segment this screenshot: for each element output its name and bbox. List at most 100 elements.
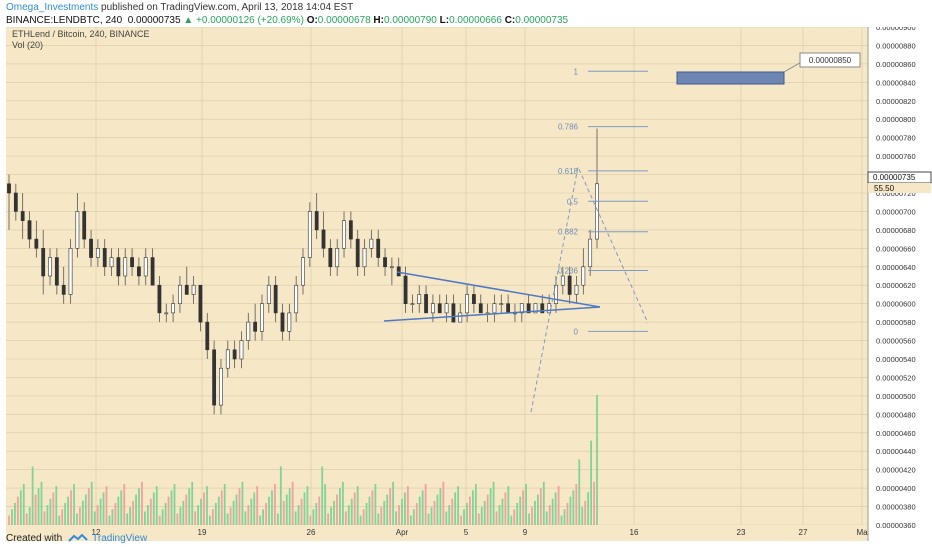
y-tick-label: 0.00000680 [876, 226, 916, 235]
volume-bar [149, 498, 152, 525]
candle-body [431, 303, 435, 314]
volume-bar [76, 513, 78, 525]
volume-bar [590, 440, 592, 525]
volume-bar [141, 481, 143, 525]
volume-bar [194, 511, 197, 525]
candle-body [266, 284, 271, 304]
volume-bar [442, 481, 445, 525]
triangle-upper-line[interactable] [396, 271, 601, 308]
y-tick-label: 0.00000540 [876, 355, 916, 364]
candle-body [307, 211, 312, 258]
volume-bar [460, 515, 462, 525]
target-rectangle[interactable] [676, 71, 785, 85]
volume-bar [52, 492, 55, 525]
y-tick-label: 0.00000840 [876, 78, 916, 87]
volume-bar [486, 494, 489, 525]
volume-bar [84, 494, 87, 525]
y-tick-label: 0.00000620 [876, 281, 916, 290]
volume-bar [8, 515, 10, 525]
y-tick-label: 0.00000440 [876, 447, 916, 456]
triangle-lower-line[interactable] [383, 306, 601, 322]
y-tick-label: 0.00000600 [876, 300, 916, 309]
volume-bar [548, 505, 551, 525]
candle-body [362, 248, 367, 268]
volume-bar [303, 492, 306, 525]
y-tick-label: 0.00000720 [876, 189, 916, 198]
volume-bar [324, 484, 327, 525]
author-link[interactable]: Omega_Investments [6, 2, 99, 13]
candle-body [287, 312, 292, 332]
volume-bar [132, 500, 135, 525]
candle-body [219, 367, 223, 406]
candle-body [417, 294, 422, 304]
volume-bar [268, 496, 270, 525]
x-tick-label: 27 [799, 528, 808, 537]
volume-bar [285, 494, 288, 525]
volume-bar [395, 511, 397, 525]
candle-body [232, 349, 237, 360]
publish-info: published on TradingView.com, April 13, … [98, 2, 354, 13]
volume-bar [11, 509, 13, 525]
volume-bar [421, 490, 424, 525]
rect-callout-box [799, 52, 861, 68]
volume-bar [344, 511, 347, 525]
volume-bar [368, 496, 371, 525]
candle-body [472, 294, 476, 304]
grid [6, 27, 868, 526]
volume-bar [164, 502, 167, 525]
volume-bar [220, 490, 223, 525]
volume-bar [401, 498, 403, 525]
volume-bar [67, 496, 69, 525]
volume-bar [79, 507, 81, 525]
candle-body [75, 211, 80, 249]
volume-bar [572, 490, 575, 525]
volume-bar [135, 494, 137, 525]
fib-level-label: 0.236 [558, 266, 579, 275]
volume-bar [197, 505, 200, 525]
plot-background [6, 27, 868, 525]
volume-bar [19, 490, 22, 525]
y-tick-label: 0.00000400 [876, 484, 916, 493]
volume-bar [271, 490, 273, 525]
volume-bar [25, 513, 28, 525]
volume-bar [191, 481, 194, 525]
volume-bar [365, 502, 368, 525]
y-tick-label: 0.00000780 [876, 134, 916, 143]
volume-bar [569, 496, 572, 525]
volume-bar [265, 502, 267, 525]
candle-body [89, 238, 93, 258]
y-tick-label: 0.00000360 [876, 521, 916, 530]
candle-body [355, 238, 360, 268]
volume-bar [58, 515, 61, 525]
candle-body [314, 211, 319, 231]
candle-body [335, 248, 340, 268]
candle-body [554, 284, 558, 304]
candle-body [239, 340, 244, 360]
volume-bar [534, 500, 536, 525]
candle-body [342, 220, 346, 249]
y-tick-label: 0.00000820 [876, 97, 916, 106]
volume-bar [173, 484, 176, 525]
volume-bar [209, 515, 211, 525]
volume-bar [321, 466, 324, 525]
volume-bar [389, 488, 392, 525]
low-label: L: [439, 15, 450, 26]
volume-bar [309, 515, 312, 525]
x-tick-label: 26 [307, 528, 316, 537]
volume-bar [206, 486, 208, 525]
tradingview-brand[interactable]: TradingView [92, 533, 148, 544]
volume-bar [93, 511, 96, 525]
volume-bar [380, 507, 383, 525]
volume-bar [545, 511, 548, 525]
publish-line: Omega_Investments published on TradingVi… [6, 2, 353, 13]
volume-bar [578, 459, 581, 525]
footer: Created with TradingView [6, 533, 147, 544]
volume-bar [146, 505, 149, 525]
volume-bar [377, 513, 380, 525]
volume-bar [448, 505, 451, 525]
volume-bar [306, 486, 309, 525]
drawings: 0.00000850 [383, 52, 861, 413]
candle-body [150, 257, 155, 286]
volume-bar [483, 500, 486, 525]
